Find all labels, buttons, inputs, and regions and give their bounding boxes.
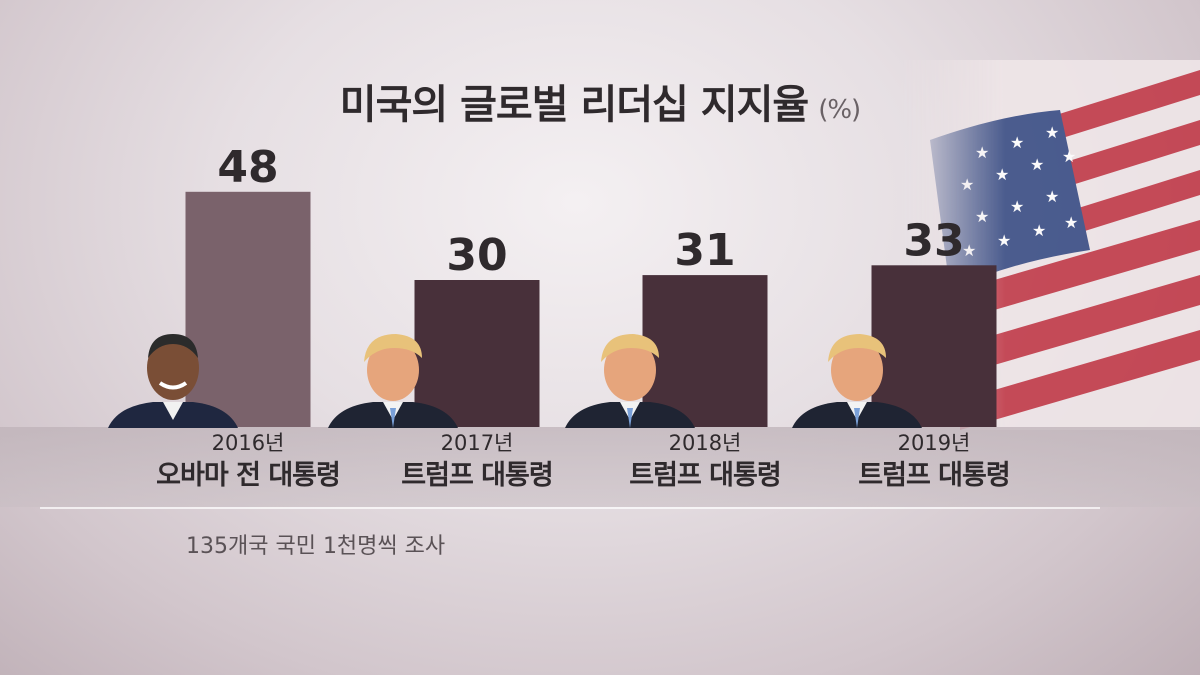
bar-2016년 [185, 191, 311, 427]
category-sublabel: 트럼프 대통령 [858, 460, 1010, 491]
bar-value-label: 48 [217, 142, 278, 193]
svg-text:★: ★ [1010, 197, 1024, 216]
category-year: 2018년 [668, 431, 742, 455]
chart-title: 미국의 글로벌 리더십 지지율 (%) [0, 72, 1200, 130]
svg-text:★: ★ [960, 175, 974, 194]
bar-value-label: 30 [446, 230, 507, 281]
bar-2017년 [414, 280, 540, 427]
divider-line [40, 507, 1100, 509]
svg-text:★: ★ [975, 143, 989, 162]
svg-text:★: ★ [1064, 213, 1078, 232]
bar-2019년 [871, 265, 997, 427]
obama-portrait [108, 334, 238, 428]
category-year: 2019년 [897, 431, 971, 455]
svg-text:★: ★ [1032, 221, 1046, 240]
category-year: 2017년 [440, 431, 514, 455]
svg-text:★: ★ [1010, 133, 1024, 152]
trump-portrait-2019 [792, 334, 922, 428]
bar-value-label: 31 [674, 225, 735, 276]
category-2017: 2017년 트럼프 대통령 [357, 428, 597, 494]
category-band [0, 427, 1200, 507]
svg-text:★: ★ [1030, 155, 1044, 174]
trump-portrait-2018 [565, 334, 695, 428]
survey-note: 135개국 국민 1천명씩 조사 [186, 534, 446, 559]
chart-title-text: 미국의 글로벌 리더십 지지율 [339, 82, 809, 128]
category-sublabel: 트럼프 대통령 [629, 460, 781, 491]
category-2016: 2016년 오바마 전 대통령 [128, 428, 368, 494]
trump-portrait-2017 [328, 334, 458, 428]
svg-text:★: ★ [1045, 187, 1059, 206]
svg-text:★: ★ [995, 165, 1009, 184]
category-year: 2016년 [211, 431, 285, 455]
unit-label: (%) [818, 95, 861, 125]
svg-text:★: ★ [997, 231, 1011, 250]
category-sublabel: 오바마 전 대통령 [156, 460, 341, 491]
svg-text:★: ★ [975, 207, 989, 226]
bar-value-label: 33 [903, 215, 964, 266]
category-2018: 2018년 트럼프 대통령 [585, 428, 825, 494]
svg-text:★: ★ [962, 241, 976, 260]
svg-text:★: ★ [1045, 123, 1059, 142]
svg-text:★: ★ [1062, 147, 1076, 166]
category-2019: 2019년 트럼프 대통령 [814, 428, 1054, 494]
bar-2018년 [642, 275, 768, 427]
category-sublabel: 트럼프 대통령 [401, 460, 553, 491]
